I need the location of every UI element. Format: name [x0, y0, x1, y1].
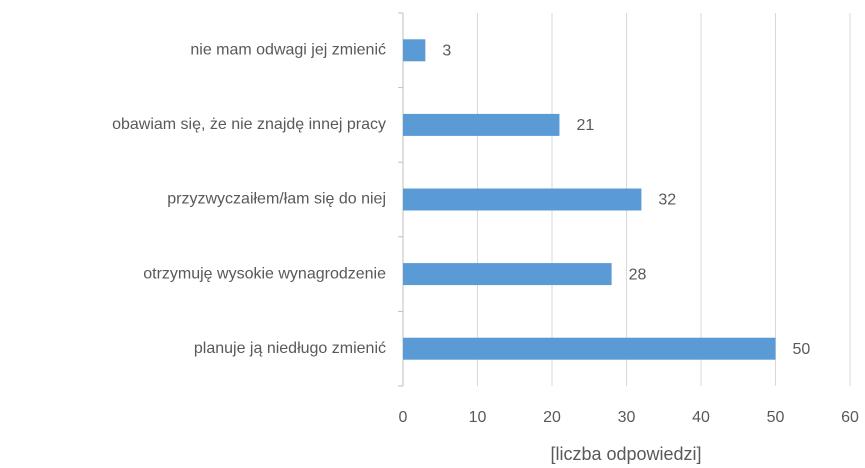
y-tick-label: obawiam się, że nie znajdę innej pracy [112, 116, 386, 133]
x-tick-label: 0 [399, 409, 408, 426]
x-tick-label: 10 [469, 409, 487, 426]
y-tick-label: planuje ją niedługo zmienić [194, 340, 386, 357]
y-tick-label: otrzymuję wysokie wynagrodzenie [143, 265, 386, 282]
data-label: 28 [629, 266, 647, 283]
data-label: 3 [442, 43, 451, 60]
bar [403, 39, 426, 62]
bar [403, 113, 560, 136]
data-label: 21 [576, 117, 594, 134]
bar [403, 188, 642, 211]
x-axis-title: [liczba odpowiedzi] [550, 444, 701, 464]
bar [403, 337, 776, 360]
data-label: 32 [658, 192, 676, 209]
y-tick-label: przyzwyczaiłem/łam się do niej [167, 191, 386, 208]
x-tick-label: 50 [767, 409, 785, 426]
x-tick-label: 40 [692, 409, 710, 426]
data-label: 50 [793, 341, 811, 358]
x-tick-label: 30 [618, 409, 636, 426]
x-tick-label: 20 [543, 409, 561, 426]
y-tick-label: nie mam odwagi jej zmienić [190, 42, 386, 59]
x-tick-label: 60 [841, 409, 859, 426]
bar [403, 263, 612, 286]
